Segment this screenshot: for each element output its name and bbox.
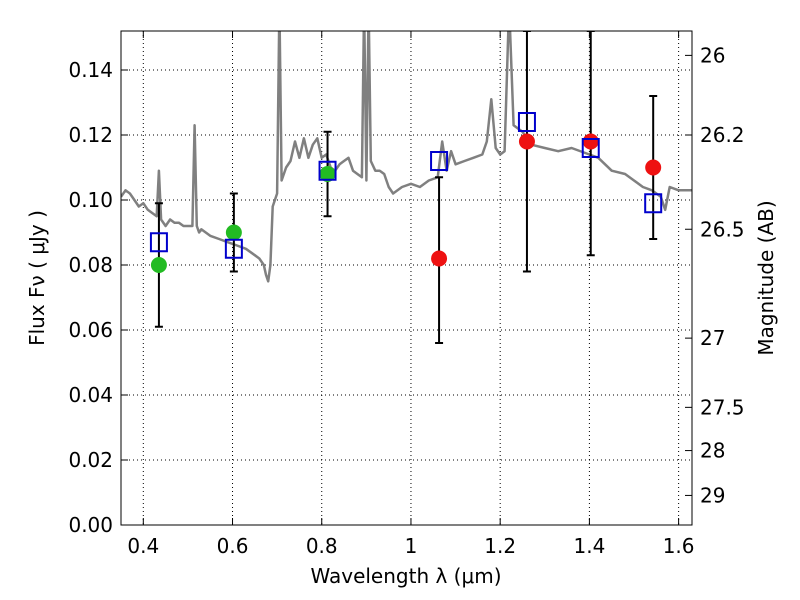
x-axis-label: Wavelength λ (μm) (310, 564, 501, 588)
y2-axis-label: Magnitude (AB) (754, 200, 778, 355)
y2-tick-label: 29 (700, 483, 725, 507)
model-flux-square (581, 138, 600, 158)
x-tick-label: 1.2 (484, 534, 516, 558)
y-tick-label: 0.10 (68, 188, 113, 212)
observed-flux-point (582, 133, 599, 150)
plot-frame (120, 30, 693, 526)
model-flux-square (430, 151, 449, 171)
x-tick-label: 1.6 (663, 534, 695, 558)
model-flux-square (224, 238, 243, 259)
model-flux-square (318, 160, 337, 181)
x-tick-label: 0.4 (127, 534, 159, 558)
y-tick-label: 0.02 (68, 448, 113, 472)
y2-tick-label: 26.2 (700, 123, 745, 147)
y2-tick-label: 26 (700, 43, 725, 67)
plot-area (121, 31, 692, 344)
x-tick-label: 0.6 (217, 534, 249, 558)
model-spectrum-line (121, 31, 692, 283)
y-tick-label: 0.06 (68, 318, 113, 342)
axis-ticks: 0.4 0.6 0.8 1 1.2 1.4 1.6 0.00 0.02 0.04 0.06 0.08 0… (68, 31, 745, 558)
y-tick-label: 0.14 (68, 58, 113, 82)
observed-flux-point (225, 224, 242, 241)
observed-flux-point (431, 250, 448, 267)
y2-tick-label: 27.5 (700, 395, 745, 419)
y2-tick-label: 28 (700, 439, 725, 463)
observed-flux-point (645, 159, 662, 176)
y2-tick-label: 26.5 (700, 217, 745, 241)
x-tick-label: 1 (405, 534, 418, 558)
x-tick-label: 0.8 (306, 534, 338, 558)
observed-flux-point (518, 133, 535, 150)
model-flux-square (149, 232, 168, 253)
y-tick-label: 0.08 (68, 253, 113, 277)
model-flux-square (644, 193, 663, 214)
grid-lines (121, 31, 692, 526)
y-tick-label: 0.00 (68, 513, 113, 537)
x-tick-label: 1.4 (573, 534, 605, 558)
y-axis-label: Flux Fν ( μJy ) (25, 210, 49, 346)
y-tick-label: 0.12 (68, 123, 113, 147)
y2-tick-label: 27 (700, 326, 725, 350)
observed-flux-point (150, 257, 167, 273)
model-flux-square (517, 112, 536, 132)
y-tick-label: 0.04 (68, 383, 113, 407)
